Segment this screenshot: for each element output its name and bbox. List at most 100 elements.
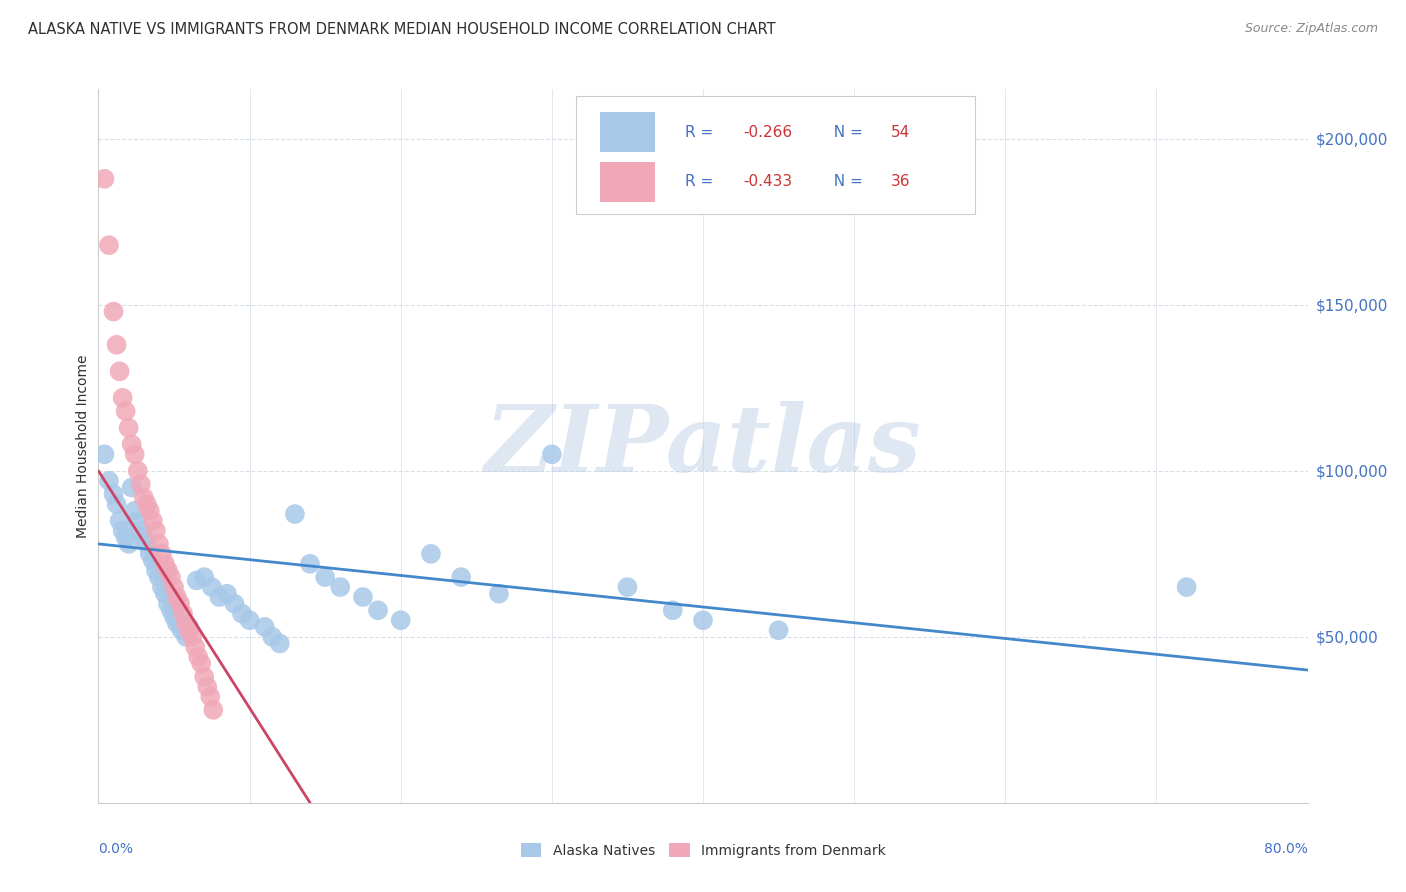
Point xyxy=(118,421,141,435)
Text: N =: N = xyxy=(824,125,868,139)
Text: 0.0%: 0.0% xyxy=(98,842,134,856)
Point xyxy=(184,640,207,654)
Y-axis label: Median Household Income: Median Household Income xyxy=(76,354,90,538)
Point xyxy=(129,524,152,538)
Point xyxy=(118,537,141,551)
Text: 54: 54 xyxy=(890,125,910,139)
Point xyxy=(93,171,115,186)
Point xyxy=(314,570,336,584)
Point xyxy=(224,597,246,611)
Point xyxy=(367,603,389,617)
Point xyxy=(200,690,222,704)
Point xyxy=(170,624,193,638)
Point xyxy=(540,447,562,461)
Point xyxy=(121,481,143,495)
Text: -0.266: -0.266 xyxy=(742,125,792,139)
Legend: Alaska Natives, Immigrants from Denmark: Alaska Natives, Immigrants from Denmark xyxy=(515,838,891,863)
Point xyxy=(179,624,201,638)
Point xyxy=(139,547,162,561)
Point xyxy=(352,590,374,604)
Text: R =: R = xyxy=(685,125,718,139)
Point xyxy=(389,613,412,627)
Point xyxy=(111,524,134,538)
Point xyxy=(420,547,443,561)
Point xyxy=(169,597,191,611)
Point xyxy=(190,657,212,671)
Point xyxy=(114,404,136,418)
Point xyxy=(239,613,262,627)
Point xyxy=(201,580,224,594)
Point xyxy=(1175,580,1198,594)
Point xyxy=(616,580,638,594)
Point xyxy=(132,491,155,505)
Point xyxy=(172,607,194,621)
Point xyxy=(215,587,238,601)
Point xyxy=(156,564,179,578)
Point xyxy=(181,630,204,644)
Point xyxy=(450,570,472,584)
Point xyxy=(166,616,188,631)
Point xyxy=(150,580,173,594)
Point xyxy=(153,587,176,601)
Point xyxy=(142,553,165,567)
Point xyxy=(163,580,186,594)
Point xyxy=(174,630,197,644)
Point xyxy=(253,620,276,634)
Point xyxy=(108,364,131,378)
Point xyxy=(174,616,197,631)
Point xyxy=(187,649,209,664)
FancyBboxPatch shape xyxy=(576,96,976,214)
Point xyxy=(108,514,131,528)
Point xyxy=(262,630,284,644)
Point xyxy=(142,514,165,528)
Point xyxy=(269,636,291,650)
Point xyxy=(163,610,186,624)
Point xyxy=(121,437,143,451)
Text: ALASKA NATIVE VS IMMIGRANTS FROM DENMARK MEDIAN HOUSEHOLD INCOME CORRELATION CHA: ALASKA NATIVE VS IMMIGRANTS FROM DENMARK… xyxy=(28,22,776,37)
Point xyxy=(132,530,155,544)
Point xyxy=(124,447,146,461)
Point xyxy=(114,530,136,544)
Point xyxy=(111,391,134,405)
Text: R =: R = xyxy=(685,175,718,189)
Point xyxy=(202,703,225,717)
Point xyxy=(662,603,685,617)
Point xyxy=(135,497,157,511)
Point xyxy=(299,557,322,571)
Point xyxy=(98,238,121,252)
Point xyxy=(193,670,215,684)
Text: 36: 36 xyxy=(890,175,910,189)
Point xyxy=(166,590,188,604)
Point xyxy=(156,597,179,611)
FancyBboxPatch shape xyxy=(600,112,655,152)
Text: 80.0%: 80.0% xyxy=(1264,842,1308,856)
Point xyxy=(139,504,162,518)
Point xyxy=(145,524,167,538)
FancyBboxPatch shape xyxy=(600,162,655,202)
Point xyxy=(488,587,510,601)
Point xyxy=(135,537,157,551)
Point xyxy=(127,514,149,528)
Point xyxy=(127,464,149,478)
Point xyxy=(186,574,208,588)
Point xyxy=(103,304,125,318)
Point xyxy=(98,474,121,488)
Point xyxy=(179,620,201,634)
Point xyxy=(153,557,176,571)
Point xyxy=(329,580,352,594)
Point xyxy=(768,624,790,638)
Point xyxy=(195,680,218,694)
Point xyxy=(129,477,152,491)
Point xyxy=(103,487,125,501)
Point xyxy=(692,613,714,627)
Point xyxy=(193,570,215,584)
Point xyxy=(160,603,183,617)
Point xyxy=(145,564,167,578)
Point xyxy=(124,504,146,518)
Point xyxy=(284,507,307,521)
Text: Source: ZipAtlas.com: Source: ZipAtlas.com xyxy=(1244,22,1378,36)
Text: ZIPatlas: ZIPatlas xyxy=(485,401,921,491)
Point xyxy=(105,497,128,511)
Point xyxy=(93,447,115,461)
Point xyxy=(105,338,128,352)
